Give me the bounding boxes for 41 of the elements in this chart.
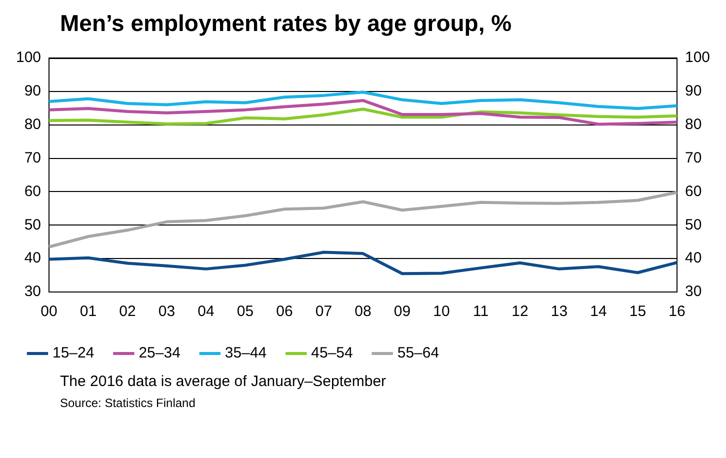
legend-label: 15–24 [52,344,94,362]
y-tick-label: 60 [24,182,42,200]
x-tick-label: 06 [276,303,293,320]
y2-tick-label: 90 [684,82,702,100]
y2-tick-label: 30 [684,283,702,300]
x-tick-label: 10 [433,303,450,320]
x-tick-label: 16 [668,303,686,320]
x-tick-label: 02 [119,303,136,320]
chart-title: Men’s employment rates by age group, % [59,9,513,38]
y-tick-label: 90 [24,82,42,100]
x-tick-label: 00 [40,303,58,320]
y-tick-label: 40 [24,250,42,267]
legend-label: 35–44 [224,344,267,362]
y-tick-label: 80 [24,116,42,133]
x-tick-label: 08 [354,303,372,320]
x-tick-label: 14 [590,303,607,320]
x-tick-label: 09 [394,303,411,320]
legend-label: 25–34 [138,344,180,362]
y-tick-label: 50 [24,216,42,234]
legend-label: 45–54 [311,344,353,362]
x-tick-label: 07 [315,303,332,320]
y-tick-label: 70 [24,149,42,166]
x-tick-label: 11 [472,303,489,320]
y2-tick-label: 80 [684,116,702,133]
text: The 2016 data is average of January–September [59,373,388,390]
y2-tick-label: 100 [684,49,710,66]
y-tick-label: 100 [16,49,42,66]
y2-tick-label: 70 [684,149,702,166]
x-tick-label: 13 [550,303,568,320]
x-tick-label: 03 [158,303,176,320]
x-tick-label: 01 [80,303,97,320]
legend-label: 55–64 [397,344,440,362]
x-tick-label: 05 [236,303,254,320]
x-tick-label: 12 [512,303,528,320]
y-tick-label: 30 [24,283,42,300]
x-tick-label: 15 [629,303,646,320]
y2-tick-label: 50 [684,216,702,234]
y2-tick-label: 40 [684,250,702,267]
x-tick-label: 04 [198,303,214,320]
source-note: Source: Statistics Finland [59,396,196,410]
y2-tick-label: 60 [684,182,702,200]
